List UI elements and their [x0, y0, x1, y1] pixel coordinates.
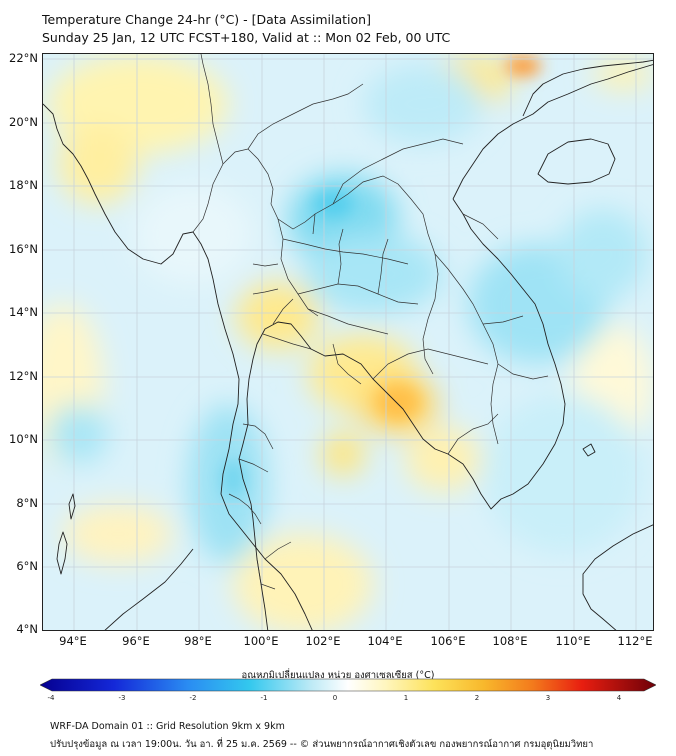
- map-panel[interactable]: [42, 53, 654, 631]
- coastlines: [43, 59, 653, 630]
- lon-label-108e: 108°E: [492, 634, 528, 648]
- colorbar-tick-3: 3: [545, 694, 551, 702]
- lon-label-106e: 106°E: [430, 634, 466, 648]
- lon-label-112e: 112°E: [617, 634, 653, 648]
- lat-label-14n: 14°N: [9, 305, 38, 319]
- colorbar-tick-minus4: -4: [47, 694, 55, 702]
- lat-label-4n: 4°N: [16, 622, 38, 636]
- colorbar-tick-0: 0: [332, 694, 338, 702]
- lat-label-8n: 8°N: [16, 496, 38, 510]
- lon-label-104e: 104°E: [367, 634, 403, 648]
- country-borders: [192, 54, 549, 590]
- colorbar-tick-4: 4: [616, 694, 622, 702]
- lat-label-6n: 6°N: [16, 559, 38, 573]
- lon-label-98e: 98°E: [184, 634, 212, 648]
- lat-label-16n: 16°N: [9, 242, 38, 256]
- colorbar-tick-minus2: -2: [189, 694, 197, 702]
- map-title: Temperature Change 24-hr (°C) - [Data As…: [42, 12, 371, 27]
- lon-label-110e: 110°E: [555, 634, 591, 648]
- colorbar-title: อุณหภูมิเปลี่ยนแปลง หน่วย องศาเซลเซียส (…: [241, 670, 435, 681]
- graticule: [43, 54, 653, 630]
- lon-label-100e: 100°E: [243, 634, 279, 648]
- colorbar: [40, 678, 656, 692]
- footer-credit: ปรับปรุงข้อมูล ณ เวลา 19:00น. วัน อา. ที…: [50, 739, 594, 750]
- colorbar-tick-2: 2: [474, 694, 480, 702]
- lon-label-96e: 96°E: [122, 634, 150, 648]
- footer-model-info: WRF-DA Domain 01 :: Grid Resolution 9km …: [50, 721, 285, 732]
- lat-label-12n: 12°N: [9, 369, 38, 383]
- lat-label-20n: 20°N: [9, 115, 38, 129]
- lat-label-18n: 18°N: [9, 178, 38, 192]
- map-subtitle: Sunday 25 Jan, 12 UTC FCST+180, Valid at…: [42, 30, 451, 45]
- lat-label-10n: 10°N: [9, 432, 38, 446]
- lon-label-102e: 102°E: [305, 634, 341, 648]
- lon-label-94e: 94°E: [59, 634, 87, 648]
- colorbar-gradient: [40, 678, 656, 692]
- colorbar-tick-1: 1: [403, 694, 409, 702]
- colorbar-tick-minus3: -3: [118, 694, 126, 702]
- temperature-change-map: [43, 54, 653, 630]
- colorbar-tick-minus1: -1: [260, 694, 268, 702]
- lat-label-22n: 22°N: [9, 51, 38, 65]
